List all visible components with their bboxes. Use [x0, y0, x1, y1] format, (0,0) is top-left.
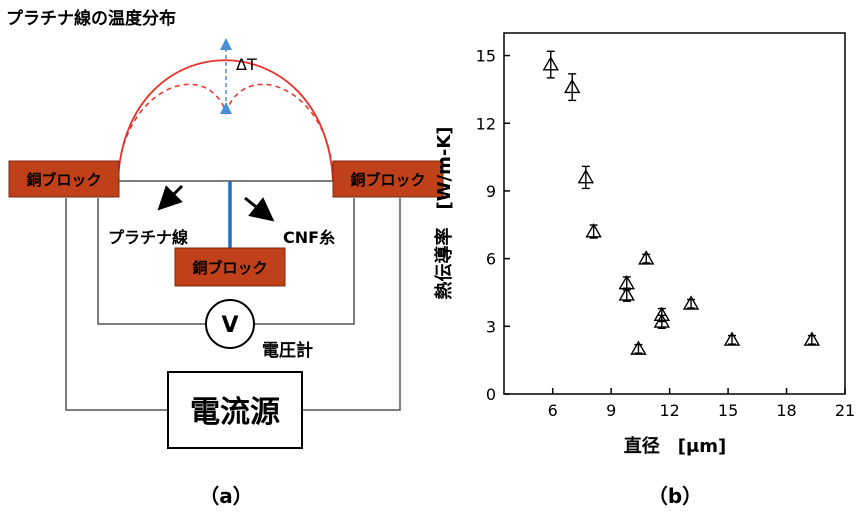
caption-a: （a） [199, 484, 253, 508]
data-point [723, 331, 741, 346]
data-point [653, 313, 671, 330]
plot-frame [503, 32, 846, 395]
x-axis: 6 9 12 15 18 21 [548, 388, 855, 420]
cnf-pointer-arrow [244, 196, 275, 222]
data-point [638, 250, 655, 265]
y-tick-label: 9 [486, 182, 496, 201]
wire-right-voltmeter [254, 198, 355, 325]
data-point [542, 50, 559, 79]
copper-block-center [174, 247, 286, 287]
x-tick-label: 12 [659, 401, 679, 420]
data-point [563, 73, 581, 102]
copper-block-left-label: 銅ブロック [26, 171, 101, 189]
thermal-conductivity-chart: 0 3 6 9 12 15 6 9 12 15 18 21 熱伝導率 [W/m-K] 直径 [μm]… [433, 32, 855, 508]
copper-block-right-label: 銅ブロック [350, 171, 425, 189]
y-axis: 0 3 6 9 12 15 [476, 47, 510, 404]
data-point [577, 165, 595, 190]
current-source-box [167, 371, 303, 449]
setup-diagram: プラチナ線の温度分布 ΔT 銅ブロック 銅ブロック 銅ブロック プラチナ線 CN… [6, 8, 444, 508]
x-tick-label: 9 [606, 401, 616, 420]
caption-b: （b） [648, 484, 702, 508]
diagram-title: プラチナ線の温度分布 [6, 8, 176, 29]
delta-t-label: ΔT [236, 55, 257, 74]
data-point [618, 286, 635, 302]
voltmeter-icon [205, 299, 255, 349]
voltmeter-label: 電圧計 [262, 340, 313, 361]
voltmeter-symbol: V [221, 313, 238, 338]
cnf-label: CNF糸 [283, 228, 335, 247]
data-points [542, 50, 821, 355]
y-tick-label: 3 [486, 317, 496, 336]
curve-dip-point [223, 109, 229, 115]
copper-block-right [332, 160, 444, 198]
x-tick-label: 15 [718, 401, 738, 420]
x-tick-label: 18 [776, 401, 796, 420]
x-tick-label: 21 [835, 401, 855, 420]
x-tick-label: 6 [548, 401, 558, 420]
x-axis-label: 直径 [μm] [624, 435, 726, 457]
y-tick-label: 12 [476, 114, 496, 133]
current-source-label: 電流源 [190, 395, 280, 430]
data-point [630, 340, 647, 355]
wire-left-source [65, 198, 168, 411]
data-point [585, 223, 602, 239]
copper-block-center-label: 銅ブロック [192, 259, 267, 277]
data-point [803, 331, 821, 346]
platinum-label: プラチナ線 [108, 228, 188, 247]
data-point [682, 295, 700, 310]
y-tick-label: 0 [486, 385, 496, 404]
wire-left-voltmeter [97, 198, 206, 325]
copper-block-left [8, 160, 120, 198]
y-tick-label: 15 [476, 47, 496, 66]
y-tick-label: 6 [486, 250, 496, 269]
wire-right-source [302, 198, 401, 411]
y-axis-label: 熱伝導率 [W/m-K] [433, 126, 455, 299]
platinum-pointer-arrow [157, 184, 184, 211]
